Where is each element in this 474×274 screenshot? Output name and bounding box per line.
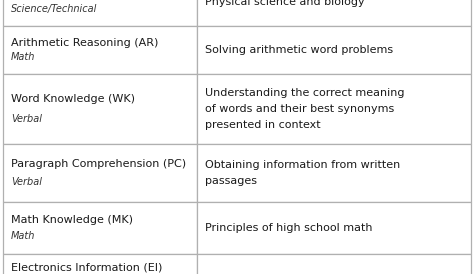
Text: Math: Math bbox=[11, 52, 36, 62]
Text: Obtaining information from written: Obtaining information from written bbox=[205, 160, 400, 170]
Text: of words and their best synonyms: of words and their best synonyms bbox=[205, 104, 394, 114]
Text: Word Knowledge (WK): Word Knowledge (WK) bbox=[11, 93, 135, 104]
Bar bbox=[3, 254, 197, 274]
Bar bbox=[3, 144, 197, 202]
Text: Solving arithmetic word problems: Solving arithmetic word problems bbox=[205, 45, 393, 55]
Bar bbox=[197, 26, 471, 74]
Text: passages: passages bbox=[205, 176, 257, 186]
Text: Understanding the correct meaning: Understanding the correct meaning bbox=[205, 89, 404, 98]
Bar bbox=[197, 0, 471, 26]
Text: Science/Technical: Science/Technical bbox=[11, 4, 97, 14]
Text: Electronics Information (EI): Electronics Information (EI) bbox=[11, 262, 163, 273]
Bar bbox=[197, 144, 471, 202]
Bar bbox=[197, 254, 471, 274]
Text: Verbal: Verbal bbox=[11, 177, 42, 187]
Bar bbox=[3, 202, 197, 254]
Text: Math Knowledge (MK): Math Knowledge (MK) bbox=[11, 215, 133, 225]
Text: Math: Math bbox=[11, 231, 36, 241]
Bar bbox=[197, 202, 471, 254]
Bar bbox=[3, 0, 197, 26]
Bar bbox=[3, 26, 197, 74]
Bar bbox=[3, 74, 197, 144]
Text: Physical science and biology: Physical science and biology bbox=[205, 0, 365, 7]
Text: Arithmetic Reasoning (AR): Arithmetic Reasoning (AR) bbox=[11, 38, 158, 48]
Text: presented in context: presented in context bbox=[205, 119, 320, 130]
Text: Paragraph Comprehension (PC): Paragraph Comprehension (PC) bbox=[11, 159, 186, 169]
Text: Principles of high school math: Principles of high school math bbox=[205, 223, 372, 233]
Text: Verbal: Verbal bbox=[11, 115, 42, 124]
Bar bbox=[197, 74, 471, 144]
